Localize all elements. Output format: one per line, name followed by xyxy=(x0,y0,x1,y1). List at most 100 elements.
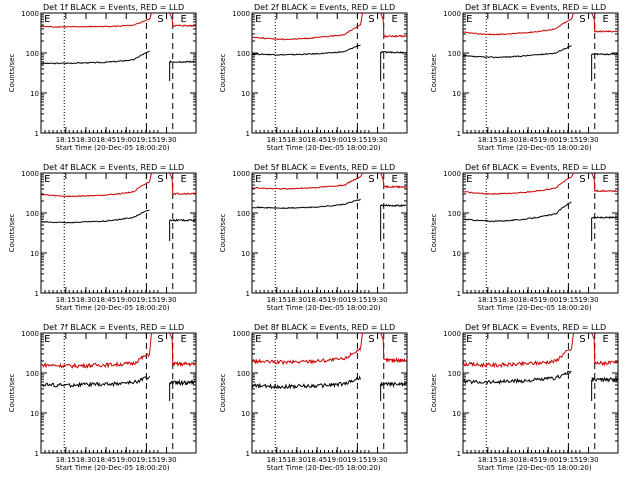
y-tick-label: 1000 xyxy=(232,330,250,338)
plot-frame xyxy=(462,332,619,454)
plot-frame xyxy=(40,12,197,134)
y-tick-label: 1 xyxy=(246,450,250,458)
series-line-lld xyxy=(380,332,407,364)
event-marker-label: E xyxy=(392,334,398,345)
x-tick-label: 18:30 xyxy=(287,136,307,144)
y-tick-label: 10 xyxy=(452,250,461,258)
y-tick-label: 100 xyxy=(237,50,250,58)
series-line-lld xyxy=(252,347,361,366)
x-axis-label: Start Time (20-Dec-05 18:00:20) xyxy=(266,464,380,472)
x-tick-label: 18:45 xyxy=(96,456,116,464)
chart-title: Det 4f BLACK = Events, RED = LLD xyxy=(43,163,184,172)
x-tick-label: 18:45 xyxy=(307,456,327,464)
x-tick-label: 19:15 xyxy=(136,456,156,464)
chart-panel: Det 4f BLACK = Events, RED = LLD 1 10 100 10… xyxy=(8,163,197,312)
x-tick-label: 18:45 xyxy=(307,296,327,304)
event-marker-label: S xyxy=(579,334,585,345)
y-tick-label: 100 xyxy=(448,210,461,218)
event-marker-label: E xyxy=(44,174,50,185)
plot-frame xyxy=(462,12,619,134)
x-tick-label: 18:45 xyxy=(518,456,538,464)
series-line-events xyxy=(252,44,361,56)
x-tick-label: 18:15 xyxy=(478,296,498,304)
chart-panel: Det 3f BLACK = Events, RED = LLD 1 10 100 10… xyxy=(430,3,619,152)
series-line-events xyxy=(380,50,407,54)
x-tick-label: 19:15 xyxy=(558,456,578,464)
event-marker-label: S xyxy=(368,174,374,185)
series-spike xyxy=(571,12,574,20)
series-line-lld xyxy=(252,24,361,41)
series-line-lld xyxy=(41,181,150,198)
x-axis-label: Start Time (20-Dec-05 18:00:20) xyxy=(55,144,169,152)
x-tick-label: 18:15 xyxy=(56,296,76,304)
event-marker-label: E xyxy=(255,334,261,345)
event-marker-label: E xyxy=(255,174,261,185)
x-axis-label: Start Time (20-Dec-05 18:00:20) xyxy=(266,304,380,312)
series-spike xyxy=(360,332,363,349)
y-tick-label: 10 xyxy=(452,90,461,98)
event-marker-label: E xyxy=(181,174,187,185)
chart-panel: Det 1f BLACK = Events, RED = LLD 1 10 100 10… xyxy=(8,3,197,152)
y-axis-label: Counts/sec xyxy=(8,54,16,93)
chart-title: Det 6f BLACK = Events, RED = LLD xyxy=(465,163,606,172)
series-spike xyxy=(360,172,363,178)
x-axis-label: Start Time (20-Dec-05 18:00:20) xyxy=(477,464,591,472)
series-line-events xyxy=(591,52,618,56)
y-tick-label: 1000 xyxy=(21,330,39,338)
series-line-lld xyxy=(169,12,196,27)
x-tick-label: 18:15 xyxy=(267,456,287,464)
y-tick-label: 1 xyxy=(35,450,39,458)
series-spike xyxy=(360,12,363,26)
y-axis-label: Counts/sec xyxy=(430,54,438,93)
series-line-lld xyxy=(169,172,196,196)
y-tick-label: 100 xyxy=(448,50,461,58)
x-tick-label: 19:00 xyxy=(116,296,136,304)
x-axis-label: Start Time (20-Dec-05 18:00:20) xyxy=(266,144,380,152)
chart-title: Det 7f BLACK = Events, RED = LLD xyxy=(43,323,184,332)
x-tick-label: 19:00 xyxy=(327,296,347,304)
x-tick-label: 19:15 xyxy=(347,136,367,144)
event-marker-label: E xyxy=(466,174,472,185)
chart-title: Det 2f BLACK = Events, RED = LLD xyxy=(254,3,395,12)
y-axis-label: Counts/sec xyxy=(219,214,227,253)
plot-frame xyxy=(40,172,197,294)
x-tick-label: 18:30 xyxy=(76,456,96,464)
event-marker-label: S xyxy=(579,174,585,185)
chart-title: Det 8f BLACK = Events, RED = LLD xyxy=(254,323,395,332)
series-line-lld xyxy=(252,176,361,190)
x-tick-label: 19:30 xyxy=(156,456,176,464)
series-line-lld xyxy=(380,172,407,189)
chart-panel: Det 6f BLACK = Events, RED = LLD 1 10 100 10… xyxy=(430,163,619,312)
x-tick-label: 18:15 xyxy=(56,136,76,144)
x-tick-label: 19:30 xyxy=(156,136,176,144)
y-axis-label: Counts/sec xyxy=(8,374,16,413)
event-marker-label: S xyxy=(368,334,374,345)
x-tick-label: 18:30 xyxy=(76,296,96,304)
series-line-events xyxy=(591,376,618,383)
y-tick-label: 1 xyxy=(457,290,461,298)
y-tick-label: 100 xyxy=(448,370,461,378)
x-tick-label: 19:30 xyxy=(367,456,387,464)
event-marker-label: E xyxy=(392,174,398,185)
x-tick-label: 18:30 xyxy=(498,296,518,304)
x-tick-label: 19:00 xyxy=(327,456,347,464)
series-line-events xyxy=(169,60,196,64)
x-tick-label: 18:15 xyxy=(267,296,287,304)
series-spike xyxy=(149,172,152,182)
y-axis-label: Counts/sec xyxy=(8,214,16,253)
y-axis-label: Counts/sec xyxy=(430,374,438,413)
x-tick-label: 19:30 xyxy=(367,136,387,144)
series-line-events xyxy=(41,209,150,224)
series-line-lld xyxy=(463,176,572,196)
x-tick-label: 19:15 xyxy=(558,296,578,304)
x-tick-label: 19:30 xyxy=(578,136,598,144)
series-line-events xyxy=(252,375,361,390)
series-line-events xyxy=(463,201,572,223)
event-marker-label: S xyxy=(368,14,374,25)
x-tick-label: 18:30 xyxy=(498,456,518,464)
y-tick-label: 100 xyxy=(237,210,250,218)
series-spike xyxy=(149,12,152,20)
x-tick-label: 18:45 xyxy=(518,136,538,144)
series-line-lld xyxy=(41,352,150,369)
plot-frame xyxy=(462,172,619,294)
